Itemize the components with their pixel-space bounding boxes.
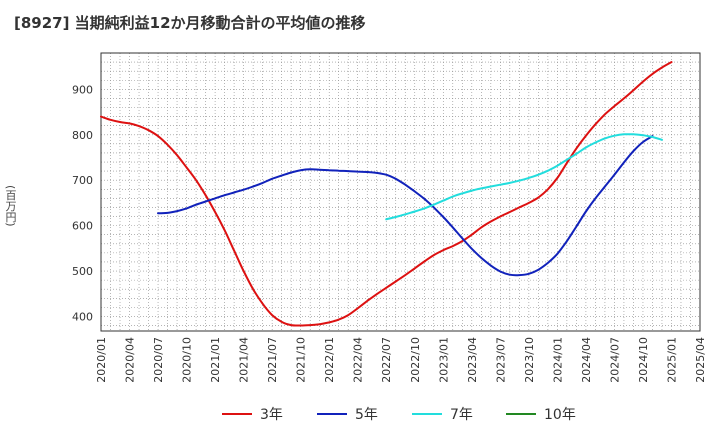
y-tick-label: 600 [72, 220, 93, 233]
plot-frame [100, 52, 701, 332]
x-tick-label: 2023/10 [523, 337, 536, 383]
legend-swatch [317, 413, 347, 415]
legend-label: 3年 [260, 407, 283, 423]
legend-swatch [506, 413, 536, 415]
x-tick-label: 2021/01 [209, 337, 222, 383]
legend: 3年 5年 7年 10年 [0, 402, 720, 426]
y-tick-label: 700 [72, 174, 93, 187]
x-tick-label: 2020/07 [152, 337, 165, 383]
y-tick-label: 500 [72, 265, 93, 278]
x-tick-label: 2020/01 [95, 337, 108, 383]
x-tick-label: 2022/07 [380, 337, 393, 383]
legend-label: 5年 [355, 407, 378, 423]
x-tick-label: 2025/01 [665, 337, 678, 383]
plot-area [101, 53, 700, 331]
legend-swatch [412, 413, 442, 415]
legend-item: 3年 [222, 402, 283, 426]
series-line-2 [157, 135, 654, 277]
x-tick-label: 2023/04 [466, 337, 479, 383]
chart-title: [8927] 当期純利益12か月移動合計の平均値の推移 [14, 14, 366, 32]
y-tick-label: 400 [72, 310, 93, 323]
x-tick-label: 2020/10 [181, 337, 194, 383]
series-line-1 [100, 61, 673, 327]
legend-item: 7年 [412, 402, 473, 426]
y-axis-label: (百万円) [4, 185, 17, 227]
x-tick-label: 2024/07 [608, 337, 621, 383]
x-tick-label: 2021/07 [266, 337, 279, 383]
x-tick-label: 2022/04 [352, 337, 365, 383]
x-tick-label: 2022/01 [323, 337, 336, 383]
x-tick-label: 2023/07 [494, 337, 507, 383]
legend-item: 10年 [506, 402, 576, 426]
legend-swatch [222, 413, 252, 415]
y-tick-label: 900 [72, 83, 93, 96]
legend-item: 5年 [317, 402, 378, 426]
x-tick-label: 2024/01 [551, 337, 564, 383]
x-tick-label: 2021/10 [295, 337, 308, 383]
x-tick-label: 2022/10 [409, 337, 422, 383]
x-tick-label: 2023/01 [437, 337, 450, 383]
legend-label: 10年 [544, 407, 576, 423]
x-tick-label: 2024/10 [637, 337, 650, 383]
legend-label: 7年 [450, 407, 473, 423]
x-tick-label: 2024/04 [580, 337, 593, 383]
x-tick-label: 2020/04 [124, 337, 137, 383]
x-tick-label: 2025/04 [694, 337, 707, 383]
y-tick-label: 800 [72, 129, 93, 142]
x-tick-label: 2021/04 [238, 337, 251, 383]
series-line-3 [385, 133, 663, 221]
